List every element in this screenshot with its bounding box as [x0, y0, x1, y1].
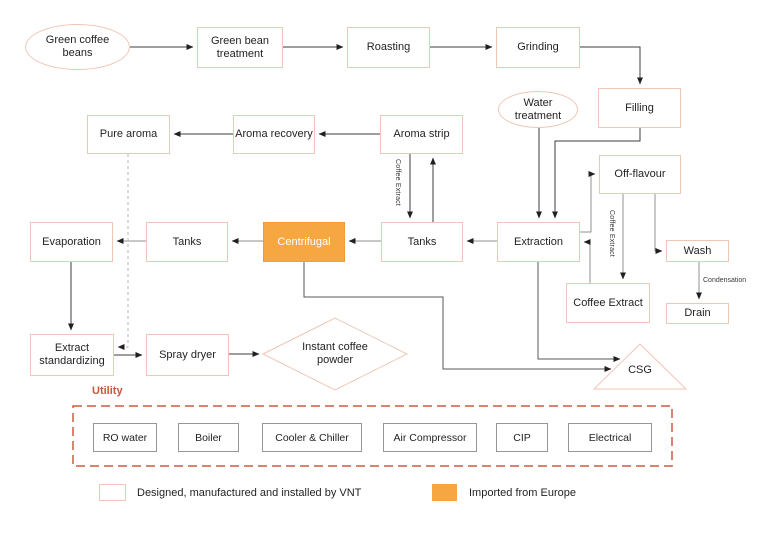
node-label: Coffee Extract — [573, 296, 643, 309]
node-centrifugal: Centrifugal — [263, 222, 345, 262]
node-drain: Drain — [666, 303, 729, 324]
node-water-treatment: Water treatment — [498, 91, 578, 128]
node-coffee-extract: Coffee Extract — [566, 283, 650, 323]
utility-box-cooler-chiller: Cooler & Chiller — [262, 423, 362, 452]
utility-box-boiler: Boiler — [178, 423, 239, 452]
node-label: Aroma recovery — [235, 128, 313, 141]
node-aroma-recovery: Aroma recovery — [233, 115, 315, 154]
node-wash: Wash — [666, 240, 729, 262]
node-label: Wash — [683, 244, 712, 257]
node-evaporation: Evaporation — [30, 222, 113, 262]
utility-box-air-compressor: Air Compressor — [383, 423, 477, 452]
node-extract-standardizing: Extract standardizing — [30, 334, 114, 376]
node-roasting: Roasting — [347, 27, 430, 68]
node-label: Green coffee beans — [45, 34, 110, 59]
node-label: Grinding — [517, 41, 559, 54]
node-label: CSG — [628, 363, 652, 376]
node-spray-dryer: Spray dryer — [146, 334, 229, 376]
node-tanks-2: Tanks — [381, 222, 463, 262]
node-label: Water treatment — [514, 96, 562, 122]
node-label: Aroma strip — [393, 128, 450, 141]
legend-label-vnt: Designed, manufactured and installed by … — [137, 486, 362, 499]
node-label: Extract standardizing — [39, 342, 105, 367]
node-label: Centrifugal — [277, 235, 331, 248]
node-green-coffee-beans: Green coffee beans — [25, 24, 130, 70]
utility-box-cip: CIP — [496, 423, 548, 452]
node-label: Evaporation — [42, 235, 101, 248]
node-pure-aroma: Pure aroma — [87, 115, 170, 154]
utility-title: Utility — [92, 385, 123, 397]
edge-label-coffee-extract-1: Coffee Extract — [394, 159, 401, 207]
node-label: Green bean treatment — [210, 34, 270, 60]
node-grinding: Grinding — [496, 27, 580, 68]
edge-label-condensation: Condensation — [703, 277, 747, 284]
node-instant-coffee-powder: Instant coffee powder — [263, 318, 407, 390]
node-label: Roasting — [366, 41, 411, 54]
node-label: Extraction — [514, 235, 563, 248]
node-filling: Filling — [598, 88, 681, 128]
node-label: Instant coffee powder — [302, 341, 368, 366]
node-label: Pure aroma — [99, 128, 158, 141]
node-green-bean-treatment: Green bean treatment — [197, 27, 283, 68]
node-label: Tanks — [172, 235, 202, 248]
node-label: Tanks — [407, 235, 437, 248]
node-label: Spray dryer — [159, 348, 216, 361]
node-label: Off-flavour — [614, 168, 666, 181]
node-label: Drain — [684, 307, 711, 320]
node-tanks-1: Tanks — [146, 222, 228, 262]
edge-label-coffee-extract-2: Coffee Extract — [608, 210, 615, 258]
utility-box-electrical: Electrical — [568, 423, 652, 452]
node-label: Filling — [625, 101, 654, 114]
node-off-flavour: Off-flavour — [599, 155, 681, 194]
legend-swatch-vnt — [99, 484, 126, 501]
legend-swatch-imported — [432, 484, 457, 501]
legend-label-imported: Imported from Europe — [469, 486, 576, 499]
utility-box-ro-water: RO water — [93, 423, 157, 452]
node-csg: CSG — [594, 356, 686, 384]
node-aroma-strip: Aroma strip — [380, 115, 463, 154]
node-extraction: Extraction — [497, 222, 580, 262]
